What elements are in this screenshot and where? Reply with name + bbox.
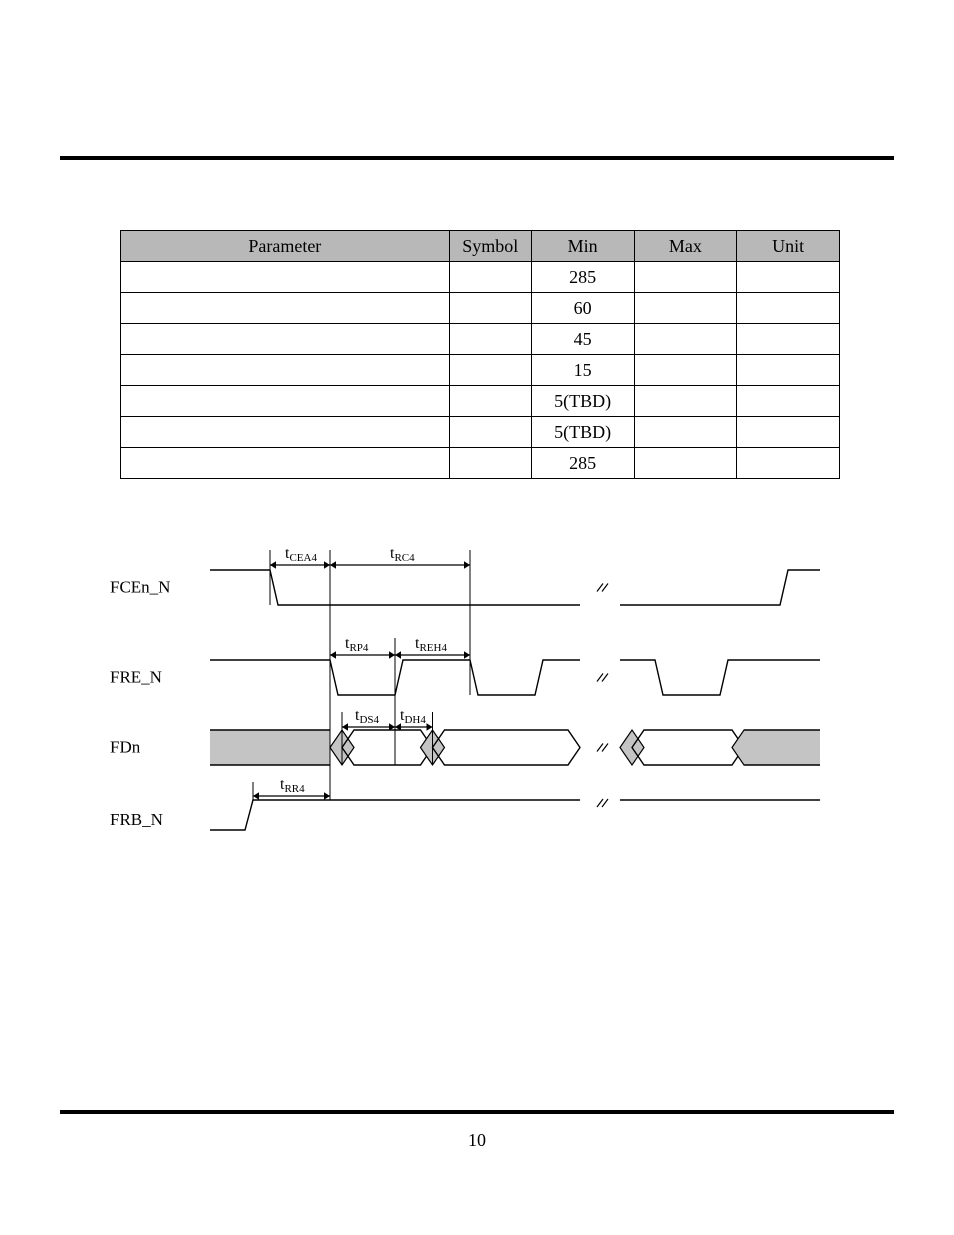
timing-table: Parameter Symbol Min Max Unit 2856045155… <box>120 230 840 479</box>
cell-unit <box>737 386 840 417</box>
svg-text:FRB_N: FRB_N <box>110 810 163 829</box>
cell-min: 5(TBD) <box>531 417 634 448</box>
cell-sym <box>449 324 531 355</box>
cell-sym <box>449 386 531 417</box>
page-number: 10 <box>0 1130 954 1151</box>
cell-max <box>634 448 737 479</box>
cell-param <box>121 355 450 386</box>
cell-max <box>634 417 737 448</box>
cell-sym <box>449 417 531 448</box>
cell-sym <box>449 355 531 386</box>
cell-min: 60 <box>531 293 634 324</box>
table-body: 2856045155(TBD)5(TBD)285 <box>121 262 840 479</box>
cell-sym <box>449 262 531 293</box>
timing-svg: FCEn_N FRE_N FDn FRB_N tCEA4 tRC4 tRP4 tREH4 tDS… <box>100 530 860 870</box>
cell-param <box>121 324 450 355</box>
svg-text:tRP4: tRP4 <box>345 635 369 654</box>
cell-max <box>634 386 737 417</box>
table-row: 45 <box>121 324 840 355</box>
cell-min: 5(TBD) <box>531 386 634 417</box>
top-rule <box>60 156 894 160</box>
cell-min: 285 <box>531 262 634 293</box>
table-row: 15 <box>121 355 840 386</box>
table-row: 285 <box>121 448 840 479</box>
timing-diagram: FCEn_N FRE_N FDn FRB_N tCEA4 tRC4 tRP4 tREH4 tDS… <box>100 530 860 870</box>
svg-text:tCEA4: tCEA4 <box>285 545 317 564</box>
col-unit: Unit <box>737 231 840 262</box>
cell-param <box>121 262 450 293</box>
table-header-row: Parameter Symbol Min Max Unit <box>121 231 840 262</box>
table-row: 5(TBD) <box>121 417 840 448</box>
cell-unit <box>737 355 840 386</box>
cell-param <box>121 448 450 479</box>
col-max: Max <box>634 231 737 262</box>
cell-unit <box>737 293 840 324</box>
cell-param <box>121 386 450 417</box>
cell-sym <box>449 448 531 479</box>
table-row: 60 <box>121 293 840 324</box>
svg-text:FDn: FDn <box>110 738 141 757</box>
svg-text:tREH4: tREH4 <box>415 635 447 654</box>
cell-sym <box>449 293 531 324</box>
cell-min: 15 <box>531 355 634 386</box>
timing-table-el: Parameter Symbol Min Max Unit 2856045155… <box>120 230 840 479</box>
col-parameter: Parameter <box>121 231 450 262</box>
cell-max <box>634 293 737 324</box>
cell-unit <box>737 262 840 293</box>
svg-text:FCEn_N: FCEn_N <box>110 578 170 597</box>
table-row: 5(TBD) <box>121 386 840 417</box>
table-row: 285 <box>121 262 840 293</box>
svg-text:tRR4: tRR4 <box>280 776 305 795</box>
svg-text:tDH4: tDH4 <box>400 707 426 726</box>
svg-text:tDS4: tDS4 <box>355 707 380 726</box>
cell-param <box>121 417 450 448</box>
svg-text:FRE_N: FRE_N <box>110 668 162 687</box>
cell-max <box>634 324 737 355</box>
cell-unit <box>737 324 840 355</box>
cell-unit <box>737 448 840 479</box>
cell-max <box>634 262 737 293</box>
cell-unit <box>737 417 840 448</box>
col-symbol: Symbol <box>449 231 531 262</box>
bottom-rule <box>60 1110 894 1114</box>
col-min: Min <box>531 231 634 262</box>
page: Parameter Symbol Min Max Unit 2856045155… <box>0 0 954 1235</box>
cell-min: 45 <box>531 324 634 355</box>
svg-text:tRC4: tRC4 <box>390 545 415 564</box>
cell-max <box>634 355 737 386</box>
cell-min: 285 <box>531 448 634 479</box>
cell-param <box>121 293 450 324</box>
